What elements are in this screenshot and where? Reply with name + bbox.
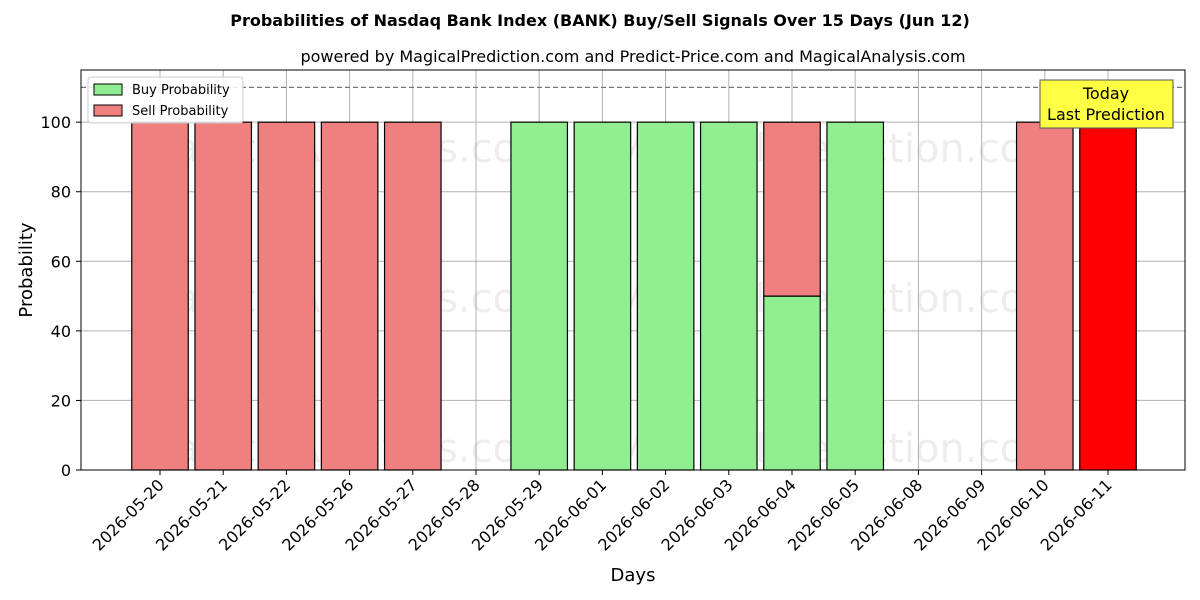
- today-annotation: Today Last Prediction: [1039, 79, 1174, 129]
- bars: [131, 121, 1137, 471]
- chart-title: Probabilities of Nasdaq Bank Index (BANK…: [230, 11, 970, 30]
- buy-bar: [699, 121, 758, 471]
- sell-bar: [131, 121, 189, 471]
- legend-box: [87, 76, 244, 124]
- x-axis-label: Days: [611, 565, 656, 586]
- buy-bar: [763, 295, 821, 471]
- y-tick-label: 40: [51, 322, 71, 341]
- sell-bar: [383, 121, 442, 471]
- y-tick-label: 0: [61, 461, 71, 480]
- legend-label: Buy Probability: [132, 83, 230, 98]
- buy-bar: [573, 121, 632, 471]
- sell-bar: [763, 121, 821, 297]
- annotation-box: [1039, 79, 1174, 129]
- sell-bar: [194, 121, 253, 471]
- legend: Buy Probability Sell Probability: [87, 76, 244, 124]
- legend-swatch: [93, 83, 123, 96]
- sell-bar: [1015, 121, 1074, 471]
- sell-bar-today: [1079, 121, 1137, 471]
- annotation-text: Today: [1082, 84, 1129, 103]
- y-tick-label: 60: [51, 252, 71, 271]
- y-tick-label: 100: [40, 113, 71, 132]
- plot-frame: [80, 69, 1186, 471]
- axes: [80, 69, 1186, 471]
- y-tick-labels: 0 20 40 60 80 100: [40, 113, 81, 480]
- buy-bar: [510, 121, 569, 471]
- buy-bar: [826, 121, 885, 471]
- sell-bar: [320, 121, 379, 471]
- buy-bar: [636, 121, 695, 471]
- chart-subtitle: powered by MagicalPrediction.com and Pre…: [300, 47, 965, 66]
- y-tick-label: 80: [51, 183, 71, 202]
- sell-bar: [257, 121, 316, 471]
- y-axis-label: Probability: [16, 222, 37, 317]
- legend-swatch: [93, 104, 123, 117]
- annotation-text: Last Prediction: [1047, 105, 1165, 124]
- legend-label: Sell Probability: [132, 104, 229, 119]
- y-tick-label: 20: [51, 391, 71, 410]
